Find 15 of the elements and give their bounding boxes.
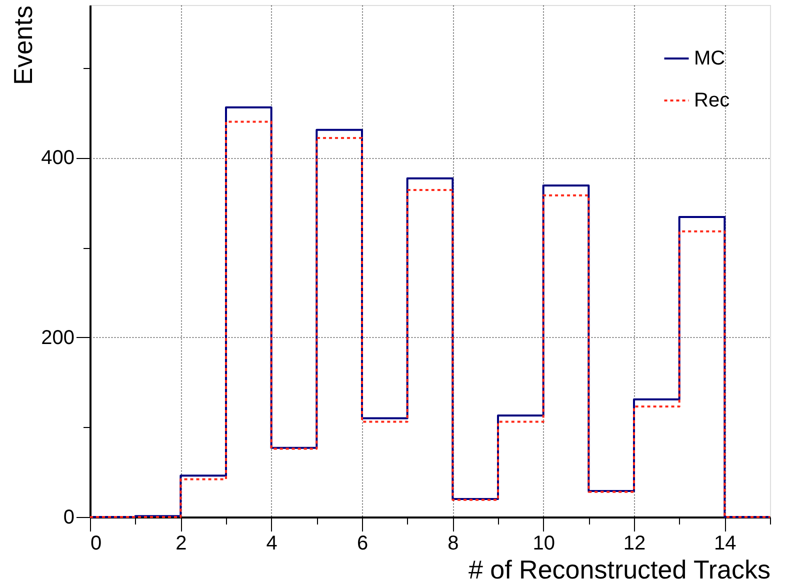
y-tick-label: 200 xyxy=(41,326,74,349)
x-tick-label: 8 xyxy=(448,532,459,554)
x-tick-label: 12 xyxy=(623,532,646,554)
y-tick-label: 0 xyxy=(63,506,74,528)
x-tick-label: 10 xyxy=(532,532,555,554)
legend-label: MC xyxy=(694,48,726,70)
y-axis-title: Events xyxy=(8,6,38,85)
x-tick-label: 2 xyxy=(176,532,187,554)
x-tick-label: 0 xyxy=(90,532,102,554)
y-tick-label: 400 xyxy=(41,147,74,170)
x-tick-label: 14 xyxy=(714,532,736,554)
x-axis-title: # of Reconstructed Tracks xyxy=(468,554,770,584)
legend-label: Rec xyxy=(694,90,730,112)
x-tick-label: 6 xyxy=(356,532,368,554)
x-tick-label: 4 xyxy=(266,532,278,554)
